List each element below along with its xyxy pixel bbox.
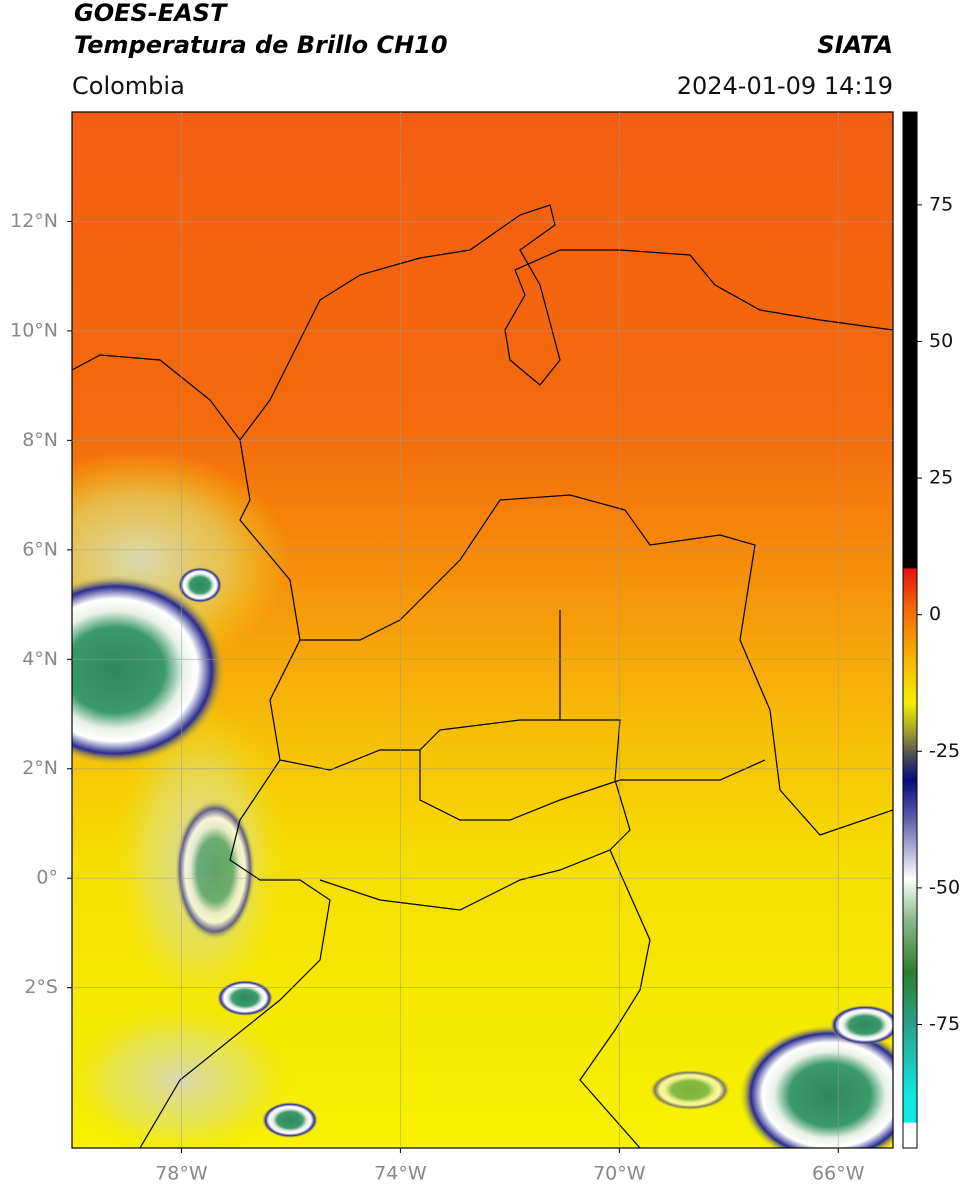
y-tick-label: 2°S	[24, 976, 58, 998]
colorbar-tick-label: -75	[929, 1013, 960, 1035]
y-tick-label: 8°N	[22, 429, 58, 451]
title: GOES-EAST	[74, 0, 228, 27]
map-frame	[71, 111, 894, 1149]
colorbar-tick-label: 75	[929, 193, 953, 215]
y-tick-label: 4°N	[22, 648, 58, 670]
colorbar-tick-label: -25	[929, 740, 960, 762]
y-tick-label: 10°N	[10, 319, 58, 341]
colorbar	[902, 111, 918, 1149]
y-tick-label: 6°N	[22, 538, 58, 560]
y-tick-label: 0°	[36, 867, 58, 889]
colorbar-tick-label: -50	[929, 876, 960, 898]
y-tick-label: 12°N	[10, 210, 58, 232]
source: SIATA	[817, 31, 893, 59]
timestamp: 2024-01-09 14:19	[677, 72, 893, 100]
x-tick-label: 70°W	[593, 1163, 646, 1185]
x-tick-label: 78°W	[155, 1163, 208, 1185]
x-tick-label: 66°W	[812, 1163, 865, 1185]
y-tick-label: 2°N	[22, 757, 58, 779]
map-imagery	[72, 112, 893, 1148]
x-tick-label: 74°W	[374, 1163, 427, 1185]
colorbar-tick-label: 25	[929, 467, 953, 489]
colorbar-tick-label: 0	[929, 603, 941, 625]
region: Colombia	[72, 72, 185, 100]
subtitle: Temperatura de Brillo CH10	[74, 31, 448, 59]
colorbar-tick-label: 50	[929, 330, 953, 352]
